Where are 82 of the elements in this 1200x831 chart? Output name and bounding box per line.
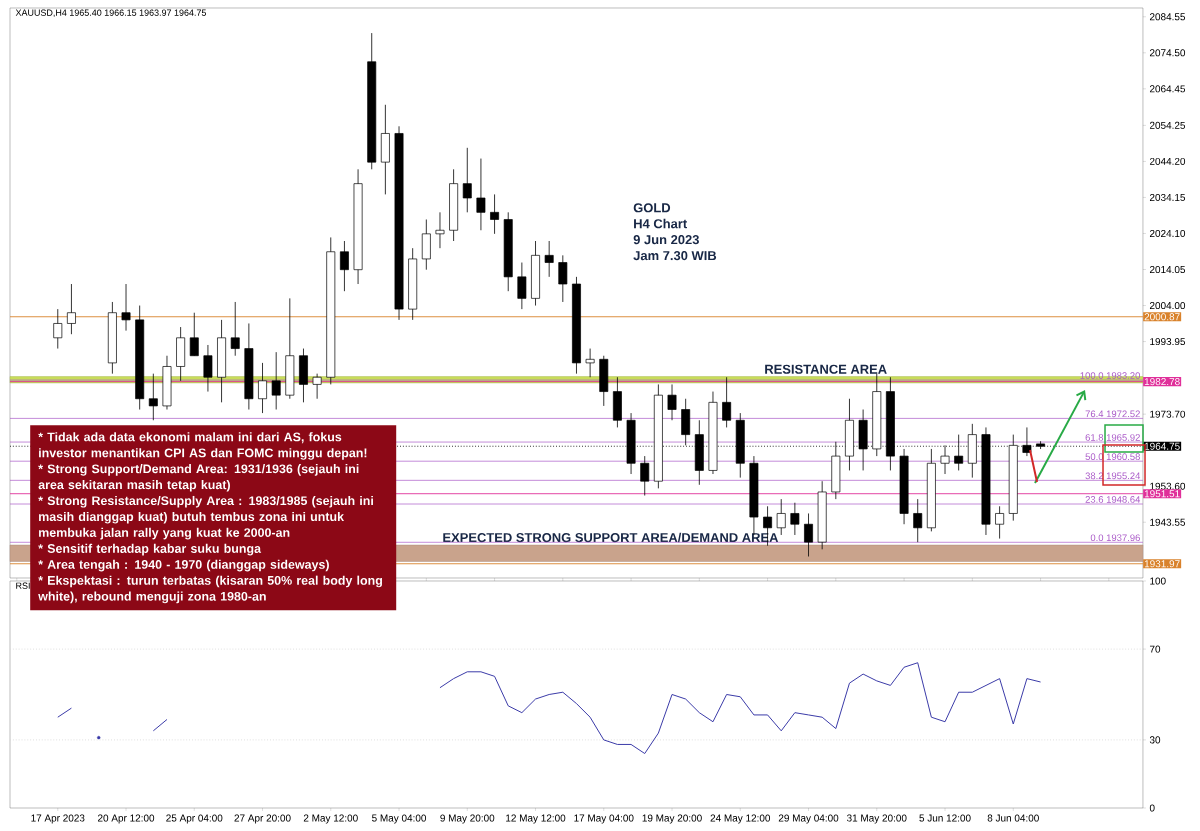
- candlestick: [148, 373, 158, 421]
- y-tick-label: 1973.70: [1150, 410, 1186, 418]
- candlestick: [490, 194, 500, 235]
- annotation: * Area tengah : 1940 - 1970 (dianggap sideways): [38, 559, 329, 572]
- ref-line-label: 2000.87: [1144, 313, 1180, 321]
- candlestick: [558, 254, 568, 303]
- x-tick-label: 9 May 20:00: [440, 814, 495, 824]
- candlestick: [258, 362, 267, 414]
- candlestick: [476, 158, 486, 231]
- y-tick-label: 0: [1149, 804, 1155, 812]
- y-tick-label: 70: [1149, 645, 1161, 653]
- x-tick-label: 8 Jun 04:00: [987, 814, 1039, 822]
- candlestick: [790, 502, 800, 536]
- candlestick: [230, 301, 240, 357]
- annotation: H4 Chart: [634, 218, 688, 229]
- candlestick: [312, 373, 322, 400]
- ref-line-label: 1982.78: [1144, 378, 1180, 386]
- annotation: GOLD: [633, 203, 671, 213]
- candlestick: [189, 312, 199, 357]
- annotation: * Sensitif terhadap kabar suku bunga: [38, 543, 262, 556]
- y-tick-label: 100: [1150, 577, 1166, 585]
- candlestick: [954, 434, 964, 471]
- x-tick-label: 17 May 04:00: [574, 814, 634, 824]
- x-tick-label: 5 May 04:00: [372, 814, 427, 824]
- y-tick-label: 1943.55: [1150, 518, 1186, 526]
- y-tick-label: 2074.50: [1149, 49, 1186, 57]
- candlestick: [462, 147, 472, 213]
- y-tick-label: 2054.25: [1149, 121, 1186, 129]
- candlestick: [585, 348, 595, 378]
- chart-title: XAUUSD,H4 1965.40 1966.15 1963.97 1964.75: [15, 9, 207, 17]
- ref-line-label: 0.0 1937.96: [1090, 534, 1140, 542]
- ref-line-label: 1931.97: [1144, 560, 1180, 568]
- candlestick: [804, 513, 813, 557]
- chart-title: RSI: [16, 582, 30, 589]
- x-tick-label: 27 Apr 20:00: [234, 814, 291, 824]
- candlestick: [203, 344, 213, 392]
- y-tick-label: 2084.55: [1149, 13, 1186, 21]
- ref-line-label: 61.8 1965.92: [1085, 434, 1140, 441]
- candlestick: [913, 498, 923, 543]
- y-tick-label: 2014.05: [1149, 265, 1186, 274]
- y-tick-label: 2064.45: [1149, 85, 1186, 93]
- x-tick-label: 29 May 04:00: [778, 814, 839, 824]
- x-tick-label: 31 May 20:00: [846, 814, 907, 824]
- candlestick: [722, 376, 732, 428]
- candlestick: [995, 505, 1005, 539]
- x-tick-label: 12 May 12:00: [506, 814, 566, 824]
- candlestick: [121, 283, 131, 332]
- candlestick: [66, 283, 76, 335]
- annotation: * Strong Resistance/Supply Area : 1983/1985 (sejauh ini masih dianggap kuat) butuh tembus zona ini untuk membuka jalan rally yang kuat ke 2000-an: [38, 495, 373, 540]
- candlestick: [776, 498, 786, 536]
- x-tick-label: 24 May 12:00: [710, 814, 771, 824]
- y-tick-label: 2044.20: [1149, 157, 1186, 165]
- ref-line-label: 23.6 1948.64: [1085, 496, 1141, 503]
- candlestick: [53, 308, 63, 349]
- candlestick: [640, 455, 650, 496]
- x-tick-label: 19 May 20:00: [642, 814, 702, 824]
- candlestick: [271, 351, 281, 410]
- x-tick-label: 17 Apr 2023: [31, 814, 85, 824]
- y-tick-label: 2004.00: [1149, 302, 1186, 310]
- y-tick-label: 2024.10: [1149, 229, 1186, 238]
- y-tick-label: 2034.15: [1149, 193, 1186, 201]
- annotation: * Tidak ada data ekonomi malam ini dari AS, fokus investor menantikan CPI AS dan FOMC minggu depan!: [38, 432, 367, 460]
- x-tick-label: 2 May 12:00: [303, 814, 358, 824]
- candlestick: [435, 211, 445, 249]
- y-tick-label: 1953.60: [1150, 482, 1186, 490]
- annotation: 9 Jun 2023: [633, 235, 699, 245]
- band-label: RESISTANCE AREA: [765, 364, 887, 374]
- candlestick: [517, 262, 527, 310]
- y-tick-label: 30: [1149, 736, 1161, 744]
- ref-line-label: 1951.51: [1144, 490, 1180, 498]
- annotation: Jam 7.30 WIB: [633, 251, 717, 261]
- x-tick-label: 20 Apr 12:00: [98, 814, 155, 824]
- annotation: * Ekspektasi : turun terbatas (kisaran 50% real body long white), rebound menguji zona 1980-an: [38, 575, 382, 604]
- candlestick: [339, 240, 349, 292]
- x-tick-label: 5 Jun 12:00: [919, 814, 971, 822]
- annotation: * Strong Support/Demand Area: 1931/1936 (sejauh ini area sekitaran masih tetap kuat): [38, 464, 359, 492]
- ref-line-label: 76.4 1972.52: [1085, 410, 1140, 418]
- candlestick: [667, 384, 677, 421]
- x-tick-label: 25 Apr 04:00: [166, 814, 223, 824]
- y-tick-label: 1993.95: [1150, 338, 1186, 346]
- candlestick: [544, 240, 554, 278]
- ref-line-label: 1964.75: [1144, 442, 1180, 450]
